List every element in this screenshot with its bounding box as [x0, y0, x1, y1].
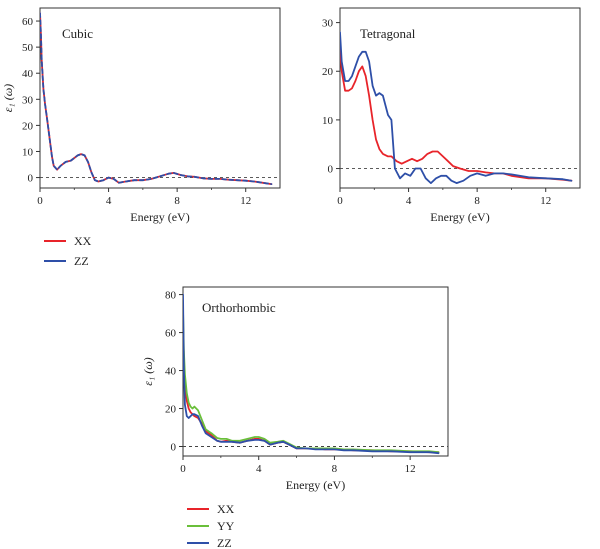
x-tick-label: 4 — [256, 463, 262, 475]
x-tick-label: 0 — [37, 195, 43, 207]
x-tick-label: 12 — [240, 195, 251, 207]
x-axis-label: Energy (eV) — [286, 478, 345, 492]
y-tick-label: 20 — [22, 120, 34, 132]
y-axis-label: ε₁ (ω) — [1, 84, 15, 112]
panel-title: Tetragonal — [360, 26, 416, 41]
y-tick-label: 0 — [28, 173, 34, 185]
legend-label-xx: XX — [74, 234, 92, 248]
y-tick-label: 20 — [165, 404, 177, 416]
x-tick-label: 4 — [106, 195, 112, 207]
plot-frame — [182, 286, 449, 457]
y-tick-label: 10 — [22, 146, 34, 158]
panel-title: Orthorhombic — [202, 300, 276, 315]
legend-label-xx: XX — [217, 502, 235, 516]
series-group — [340, 31, 573, 184]
series-line-xx — [340, 46, 573, 182]
legend-label-zz: ZZ — [217, 536, 232, 549]
y-tick-label: 0 — [171, 442, 177, 454]
legend-label-zz: ZZ — [74, 254, 89, 268]
x-tick-label: 8 — [174, 195, 180, 207]
series-group — [40, 12, 273, 185]
y-tick-label: 30 — [22, 94, 34, 106]
series-line-xx — [183, 322, 440, 454]
legend: XX YY ZZ — [187, 502, 235, 549]
panel-title: Cubic — [62, 26, 93, 41]
x-tick-label: 8 — [474, 195, 480, 207]
y-tick-label: 30 — [322, 18, 334, 30]
y-tick-label: 40 — [165, 366, 177, 378]
x-tick-label: 0 — [180, 463, 186, 475]
y-tick-label: 20 — [322, 66, 334, 78]
plot-frame — [339, 7, 581, 189]
x-axis-label: Energy (eV) — [430, 210, 489, 224]
x-tick-label: 4 — [406, 195, 412, 207]
legend-label-yy: YY — [217, 519, 235, 533]
y-tick-label: 60 — [22, 16, 34, 28]
y-tick-label: 0 — [328, 164, 334, 176]
y-tick-label: 10 — [322, 115, 334, 127]
y-axis-label: ε₁ (ω) — [141, 357, 155, 385]
chart-panel-orthorhombic: 0 4 8 12 0 20 40 60 80 Energy (eV) ε₁ (ω) Orthorhom… — [141, 286, 449, 549]
y-tick-label: 50 — [22, 42, 34, 54]
x-tick-label: 12 — [405, 463, 416, 475]
y-tick-label: 40 — [22, 68, 34, 80]
x-axis-label: Energy (eV) — [130, 210, 189, 224]
y-tick-label: 80 — [165, 290, 177, 302]
x-tick-label: 8 — [332, 463, 338, 475]
series-line-yy — [183, 308, 440, 454]
x-tick-label: 12 — [540, 195, 551, 207]
chart-panel-cubic: 0 4 8 12 0 10 20 30 40 50 60 Energy (eV) ε₁ (ω) Cubic… — [1, 7, 281, 268]
plot-frame — [39, 7, 281, 189]
chart-panel-tetragonal: 0 4 8 12 0 10 20 30 Energy (eV) Tetragonal — [322, 7, 581, 224]
series-group — [183, 293, 440, 455]
series-line-zz — [40, 12, 273, 185]
legend: XX ZZ — [44, 234, 92, 268]
series-line-zz — [183, 293, 440, 455]
y-tick-label: 60 — [165, 328, 177, 340]
x-tick-label: 0 — [337, 195, 343, 207]
series-line-zz — [340, 31, 573, 184]
